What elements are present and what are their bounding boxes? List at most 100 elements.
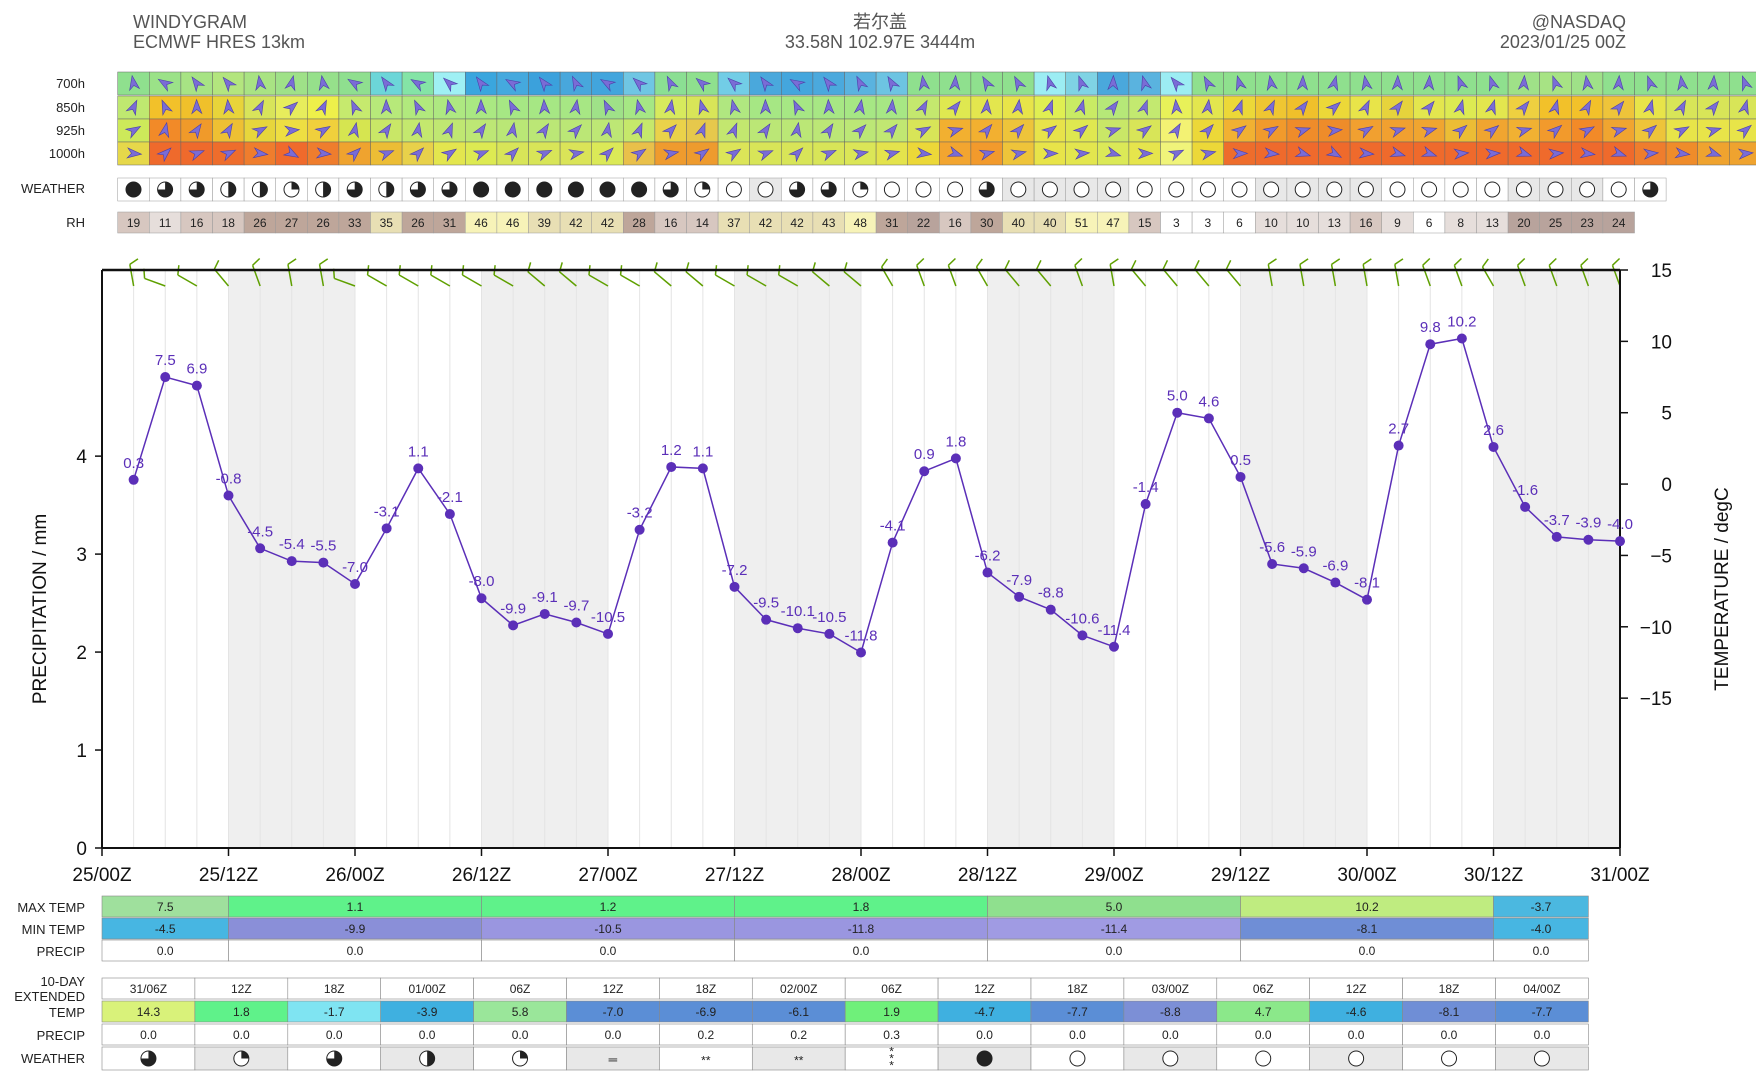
weather-cloud-icon bbox=[1041, 181, 1058, 198]
wind-arrow-icon bbox=[191, 76, 206, 93]
wind-barb-flag bbox=[1035, 259, 1042, 270]
wind-arrow-icon bbox=[567, 124, 583, 140]
header-source: @NASDAQ bbox=[1531, 12, 1626, 32]
wind-barb-shaft bbox=[746, 274, 767, 287]
wind-arrow-icon bbox=[789, 79, 806, 92]
y-tick-label-right: 15 bbox=[1651, 261, 1672, 282]
wind-arrow-icon bbox=[1137, 99, 1148, 116]
wind-arrow-icon bbox=[823, 98, 835, 115]
wind-barb-flag bbox=[1109, 258, 1119, 265]
rh-value: 20 bbox=[1517, 216, 1531, 230]
temperature-point bbox=[634, 524, 645, 535]
x-tick-label: 25/00Z bbox=[72, 865, 132, 886]
rh-value: 31 bbox=[885, 216, 899, 230]
wind-arrow-icon bbox=[1262, 126, 1279, 139]
wind-barb-flag bbox=[1422, 257, 1431, 266]
wind-barb-shaft bbox=[129, 264, 135, 287]
y-tick-label-right: −10 bbox=[1640, 618, 1672, 639]
header-right: @NASDAQ 2023/01/25 00Z bbox=[1500, 12, 1626, 52]
temperature-label: 0.3 bbox=[123, 455, 144, 472]
wind-arrow-icon bbox=[1389, 146, 1407, 157]
wind-barb-shaft bbox=[1267, 264, 1273, 287]
wind-arrow-icon bbox=[124, 126, 142, 139]
wind-arrow-icon bbox=[980, 98, 992, 115]
weather-cloud-icon bbox=[315, 181, 332, 198]
temperature-point bbox=[982, 567, 993, 578]
wind-barb-shaft bbox=[843, 271, 862, 287]
rh-value: 3 bbox=[1173, 216, 1180, 230]
daily-value: -3.7 bbox=[1531, 900, 1552, 914]
wind-barb-flag bbox=[1074, 257, 1083, 266]
weather-icon-fill bbox=[140, 1051, 156, 1067]
wind-arrow-icon bbox=[282, 145, 300, 158]
wind-barb-flag bbox=[1162, 259, 1169, 270]
temperature-point bbox=[729, 581, 740, 592]
wind-arrow-icon bbox=[1389, 127, 1406, 138]
extended-temp: 1.8 bbox=[233, 1005, 250, 1019]
weather-cloud-icon bbox=[378, 181, 395, 198]
wind-arrow-icon bbox=[1420, 100, 1435, 117]
extended-time: 18Z bbox=[1067, 982, 1088, 996]
weather-cloud-icon bbox=[1326, 181, 1343, 198]
temperature-label: -10.6 bbox=[1065, 610, 1099, 627]
wind-arrow-icon bbox=[946, 100, 961, 117]
wind-arrow-icon bbox=[1579, 147, 1596, 159]
temperature-point bbox=[1425, 339, 1436, 350]
extended-precip: 0.0 bbox=[1534, 1028, 1551, 1042]
extended-time: 12Z bbox=[231, 982, 252, 996]
temperature-point bbox=[1298, 563, 1309, 574]
wind-arrow-icon bbox=[539, 98, 551, 115]
extended-precip: 0.0 bbox=[1255, 1028, 1272, 1042]
weather-cloud-icon bbox=[188, 181, 205, 198]
wind-arrow-icon bbox=[1231, 99, 1243, 116]
wind-arrow-icon bbox=[129, 74, 141, 92]
wind-barb-flag bbox=[1004, 259, 1010, 270]
wind-barb-shaft bbox=[177, 274, 198, 287]
pressure-level-label-1000h: 1000h bbox=[49, 146, 85, 161]
weather-icon-fill bbox=[505, 182, 521, 197]
wind-barb-flag bbox=[1130, 259, 1137, 270]
extended-precip: 0.2 bbox=[697, 1028, 714, 1042]
wind-arrow-icon bbox=[978, 149, 996, 161]
extended-time: 18Z bbox=[695, 982, 716, 996]
wind-arrow-icon bbox=[662, 149, 680, 161]
rh-value: 31 bbox=[443, 216, 457, 230]
rh-value: 6 bbox=[1426, 216, 1433, 230]
wind-arrow-icon bbox=[377, 123, 392, 140]
weather-cloud-icon bbox=[599, 181, 616, 198]
rh-value: 18 bbox=[222, 216, 236, 230]
wind-barb-shaft bbox=[620, 274, 640, 287]
weather-cloud-icon bbox=[883, 181, 900, 198]
weather-icon-fill bbox=[157, 182, 173, 198]
wind-arrow-icon bbox=[314, 126, 331, 139]
temperature-label: -9.9 bbox=[500, 600, 526, 617]
temperature-point bbox=[1456, 333, 1467, 344]
wind-arrow-icon bbox=[1325, 145, 1343, 158]
daily-value: -10.5 bbox=[594, 922, 622, 936]
daily-value: 0.0 bbox=[1106, 944, 1123, 958]
wind-arrow-icon bbox=[1704, 100, 1720, 117]
wind-arrow-icon bbox=[1046, 74, 1058, 92]
temperature-point bbox=[1109, 641, 1119, 652]
weather-icon-ring bbox=[1348, 1050, 1365, 1067]
wind-arrow-icon bbox=[1705, 145, 1722, 157]
wind-arrow-icon bbox=[1041, 125, 1058, 140]
extended-precip: 0.0 bbox=[140, 1028, 157, 1042]
wind-barb-flag bbox=[1548, 257, 1557, 266]
daily-value: 7.5 bbox=[157, 900, 174, 914]
temperature-label: 4.6 bbox=[1198, 393, 1219, 410]
wind-arrow-icon bbox=[1104, 127, 1122, 138]
wind-arrow-icon bbox=[1325, 101, 1342, 117]
wind-arrow-icon bbox=[788, 147, 804, 163]
temperature-point bbox=[1267, 558, 1278, 569]
wind-arrow-icon bbox=[191, 98, 203, 115]
daily-row-label: MAX TEMP bbox=[17, 900, 85, 915]
temperature-point bbox=[128, 474, 139, 485]
wind-barb-shaft bbox=[398, 274, 419, 287]
wind-arrow-icon bbox=[1515, 100, 1530, 117]
weather-cloud-icon bbox=[1389, 181, 1406, 198]
wind-barb-flag bbox=[1611, 257, 1621, 266]
extended-time: 18Z bbox=[1439, 982, 1460, 996]
x-tick-label: 28/00Z bbox=[831, 865, 891, 886]
extended-precip: 0.0 bbox=[1069, 1028, 1086, 1042]
